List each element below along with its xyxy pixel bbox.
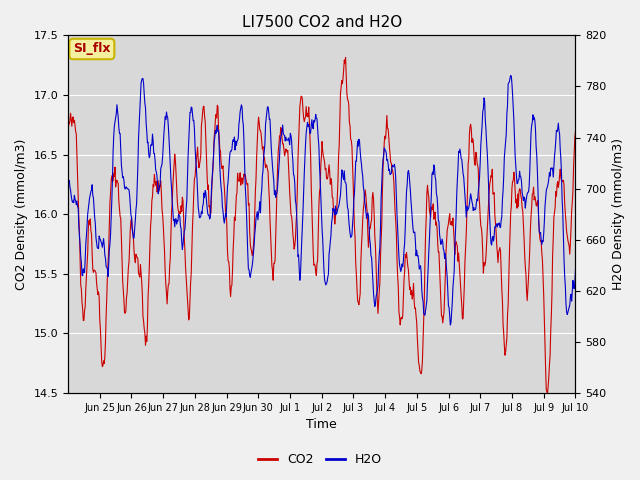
Y-axis label: CO2 Density (mmol/m3): CO2 Density (mmol/m3) (15, 139, 28, 290)
X-axis label: Time: Time (307, 419, 337, 432)
Y-axis label: H2O Density (mmol/m3): H2O Density (mmol/m3) (612, 138, 625, 290)
Legend: CO2, H2O: CO2, H2O (253, 448, 387, 471)
Title: LI7500 CO2 and H2O: LI7500 CO2 and H2O (242, 15, 402, 30)
Text: SI_flx: SI_flx (73, 43, 111, 56)
